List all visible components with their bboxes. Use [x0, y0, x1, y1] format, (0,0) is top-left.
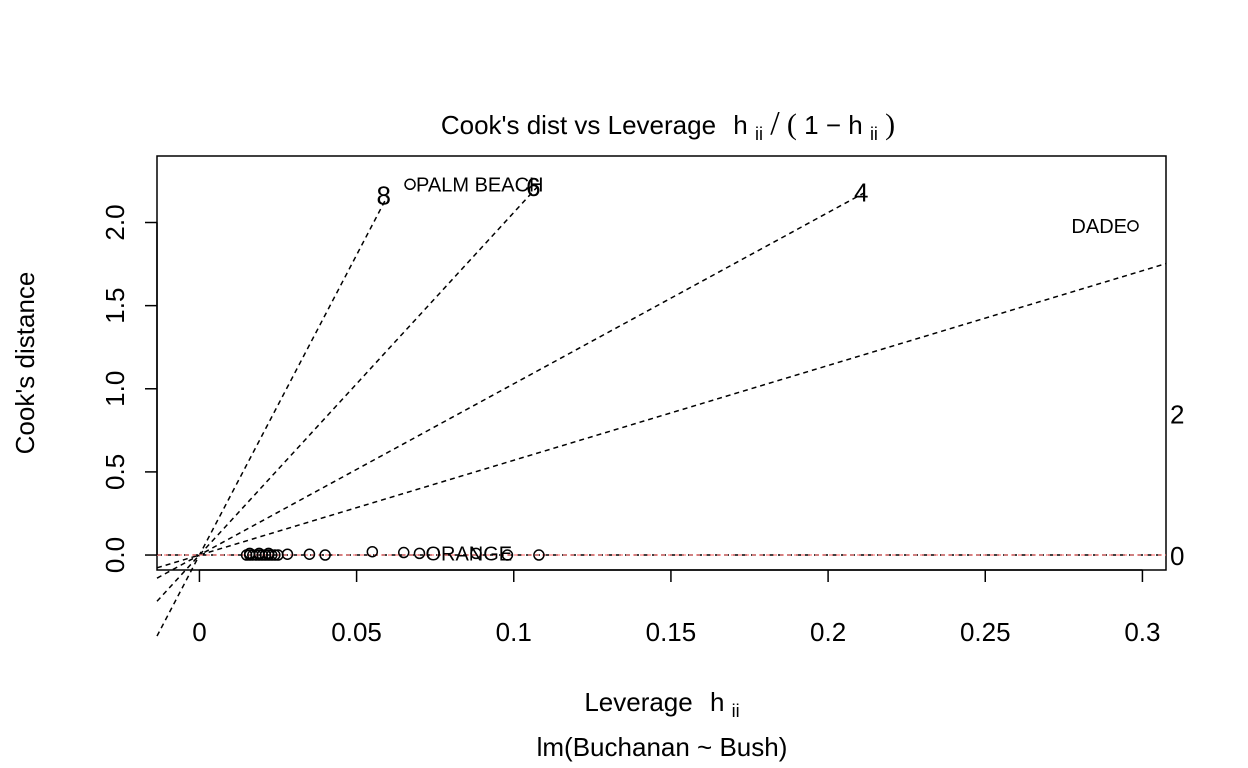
- data-point: [319, 549, 331, 561]
- chart-subtitle: lm(Buchanan ~ Bush): [537, 732, 788, 762]
- data-point: [281, 548, 294, 560]
- contour-line-6: [156, 186, 538, 602]
- y-axis-title: Cook's distance: [10, 272, 40, 455]
- title-sub-1: ii: [755, 124, 763, 144]
- data-point: [397, 546, 410, 559]
- contour-label-4: 4: [854, 177, 868, 207]
- x-axis-title-prefix: Leverage: [584, 687, 692, 717]
- y-tick-label: 0.0: [100, 537, 130, 573]
- x-tick-label: 0.2: [810, 617, 846, 647]
- title-close-paren: ): [885, 108, 895, 141]
- contour-line-2: [156, 262, 1167, 569]
- contour-lines: 8 6 4 2 0: [156, 172, 1184, 637]
- x-tick-label: 0.25: [960, 617, 1011, 647]
- y-tick-label: 1.0: [100, 371, 130, 407]
- y-axis: 0.0 0.5 1.0 1.5 2.0: [100, 204, 158, 573]
- x-axis-title: Leverage h ii: [584, 687, 739, 721]
- x-tick-label: 0.05: [331, 617, 382, 647]
- data-point: [501, 549, 514, 561]
- y-tick-label: 0.5: [100, 454, 130, 490]
- title-one-minus: 1 −: [804, 110, 848, 140]
- contour-label-6: 6: [526, 172, 540, 202]
- title-slash: /: [770, 105, 780, 142]
- x-tick-label: 0.1: [496, 617, 532, 647]
- data-points: PALM BEACH DADE ORANGE: [240, 174, 1139, 565]
- title-prefix: Cook's dist vs Leverage: [441, 110, 716, 140]
- contour-label-0: 0: [1170, 541, 1184, 571]
- x-tick-label: 0.3: [1124, 617, 1160, 647]
- y-tick-label: 1.5: [100, 288, 130, 324]
- y-tick-label: 2.0: [100, 204, 130, 240]
- point-label-palm-beach: PALM BEACH: [416, 174, 543, 196]
- data-point: [303, 548, 316, 560]
- x-axis: 0 0.05 0.1 0.15 0.2 0.25 0.3: [192, 569, 1161, 647]
- point-dade: [1127, 220, 1139, 232]
- title-open-paren: (: [787, 108, 797, 141]
- contour-line-4: [156, 191, 866, 579]
- data-point: [366, 545, 379, 558]
- point-palm-beach: [404, 178, 416, 191]
- x-axis-title-sub: ii: [732, 701, 740, 721]
- contour-line-8: [156, 195, 389, 637]
- x-tick-label: 0: [192, 617, 206, 647]
- point-label-orange: ORANGE: [425, 543, 512, 565]
- contour-label-8: 8: [376, 181, 390, 211]
- data-point: [533, 549, 545, 561]
- data-point: [262, 547, 275, 560]
- contour-label-2: 2: [1170, 400, 1184, 430]
- x-axis-title-h: h: [710, 687, 724, 717]
- point-label-dade: DADE: [1071, 216, 1127, 238]
- point-orange: [413, 547, 426, 560]
- chart-title: Cook's dist vs Leverage h ii / ( 1 − h i…: [441, 105, 895, 146]
- title-h-2: h: [848, 110, 862, 140]
- data-point: [269, 549, 281, 561]
- plot-frame: [156, 155, 1167, 571]
- title-sub-2: ii: [870, 124, 878, 144]
- x-tick-label: 0.15: [646, 617, 697, 647]
- data-point: [470, 547, 482, 560]
- title-h: h: [733, 110, 747, 140]
